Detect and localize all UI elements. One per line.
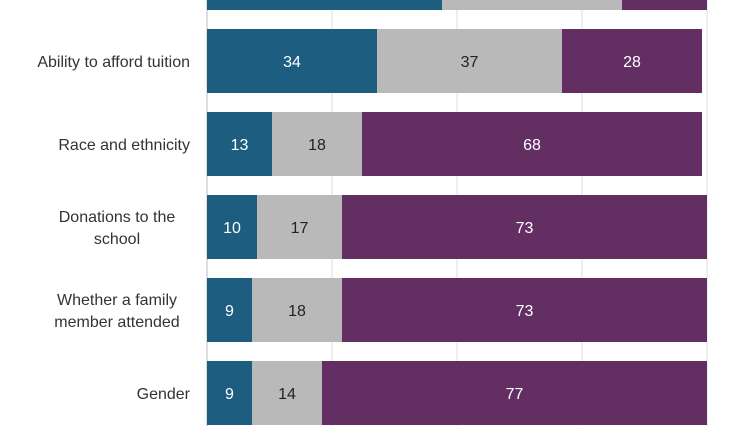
data-label: 9 bbox=[225, 303, 234, 320]
data-label: 18 bbox=[288, 303, 306, 320]
bar-segment bbox=[207, 29, 377, 93]
bar-segment bbox=[362, 112, 702, 176]
bar-segment bbox=[257, 195, 342, 259]
category-label: Whether a family member attended bbox=[54, 292, 179, 331]
data-label: 68 bbox=[523, 137, 541, 154]
bar-segment bbox=[207, 0, 442, 10]
data-label: 14 bbox=[278, 386, 296, 403]
bar-segment bbox=[207, 112, 272, 176]
bar-segment bbox=[207, 195, 257, 259]
bar-segment bbox=[207, 278, 252, 342]
data-label: 73 bbox=[516, 220, 534, 237]
data-label: 18 bbox=[308, 137, 326, 154]
data-label: 9 bbox=[225, 386, 234, 403]
data-label: 17 bbox=[291, 220, 309, 237]
bar-segment bbox=[207, 361, 252, 425]
bar-segment bbox=[442, 0, 622, 10]
category-label: Race and ethnicity bbox=[58, 137, 190, 154]
data-label: 28 bbox=[623, 54, 641, 71]
bar-segment bbox=[562, 29, 702, 93]
data-label: 10 bbox=[223, 220, 241, 237]
bar-segment bbox=[342, 195, 707, 259]
data-label: 34 bbox=[283, 54, 301, 71]
bar-segment bbox=[252, 361, 322, 425]
data-label: 77 bbox=[506, 386, 524, 403]
category-label: Ability to afford tuition bbox=[37, 54, 190, 71]
bar-segment bbox=[272, 112, 362, 176]
bar-segment bbox=[322, 361, 707, 425]
category-label: Gender bbox=[137, 386, 191, 403]
bar-segment bbox=[252, 278, 342, 342]
data-label: 73 bbox=[516, 303, 534, 320]
bar-segment bbox=[622, 0, 707, 10]
data-label: 13 bbox=[231, 137, 249, 154]
category-label: Donations to the school bbox=[59, 209, 176, 248]
bar-segment bbox=[342, 278, 707, 342]
bar-segment bbox=[377, 29, 562, 93]
data-label: 37 bbox=[461, 54, 479, 71]
